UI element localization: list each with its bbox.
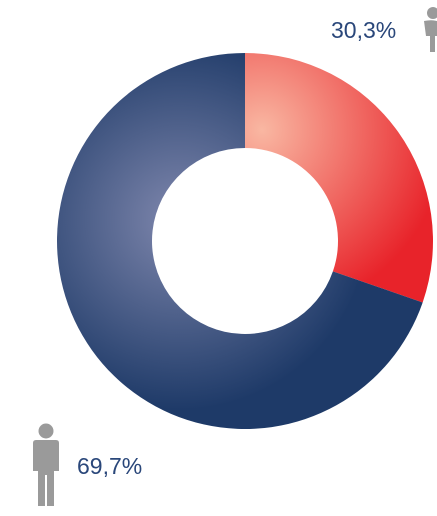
woman-icon <box>424 7 437 52</box>
male-percentage-label: 69,7% <box>77 453 143 479</box>
slice-female <box>245 53 433 303</box>
man-icon <box>33 423 59 506</box>
slice-male <box>57 53 423 430</box>
female-percentage-label: 30,3% <box>331 17 397 43</box>
